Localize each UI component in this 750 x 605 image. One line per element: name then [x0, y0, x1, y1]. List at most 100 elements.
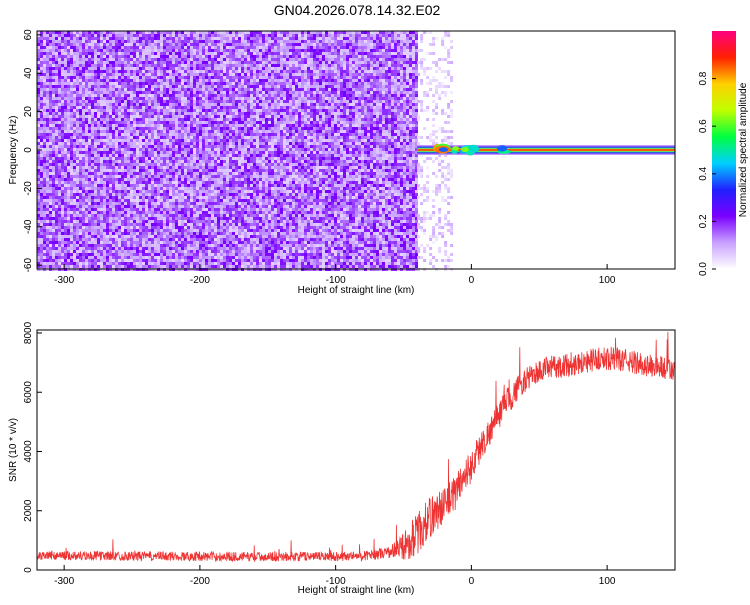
spectrogram-cell [193, 247, 196, 250]
spectrogram-cell [88, 106, 91, 109]
spectrogram-cell [133, 46, 136, 49]
spectrogram-cell [199, 157, 202, 160]
spectrogram-cell [55, 64, 58, 67]
spectrogram-cell [67, 214, 70, 217]
spectrogram-cell [91, 208, 94, 211]
spectrogram-cell [184, 160, 187, 163]
spectrogram-cell [187, 208, 190, 211]
spectrogram-cell [181, 187, 184, 190]
spectrogram-cell [172, 118, 175, 121]
spectrogram-cell [82, 247, 85, 250]
spectrogram-cell [163, 226, 166, 229]
spectrogram-cell [178, 238, 181, 241]
spectrogram-cell [193, 109, 196, 112]
spectrogram-cell [133, 79, 136, 82]
spectrogram-cell [199, 208, 202, 211]
spectrogram-cell [166, 136, 169, 139]
spectrogram-cell [202, 100, 205, 103]
spectrogram-cell [187, 169, 190, 172]
spectrogram-cell [163, 34, 166, 37]
spectrogram-cell [202, 256, 205, 259]
spectrogram-cell [193, 262, 196, 265]
spectrogram-cell [67, 37, 70, 40]
spectrogram-cell [145, 208, 148, 211]
spectrogram-cell [43, 82, 46, 85]
spectrogram-cell [52, 103, 55, 106]
spectrogram-cell [199, 247, 202, 250]
spectrogram-cell [76, 112, 79, 115]
spectrogram-cell [124, 184, 127, 187]
spectrogram-cell [208, 127, 211, 130]
spectrogram-cell [70, 145, 73, 148]
spectrogram-cell [184, 241, 187, 244]
spectrogram-cell [79, 133, 82, 136]
spectrogram-cell [157, 73, 160, 76]
spectrogram-cell [88, 94, 91, 97]
spectrogram-cell [67, 115, 70, 118]
spectrogram-cell [178, 265, 181, 268]
spectrogram-cell [85, 187, 88, 190]
spectrogram-cell [115, 115, 118, 118]
spectrogram-cell [76, 109, 79, 112]
spectrogram-cell [115, 241, 118, 244]
spectrogram-cell [43, 181, 46, 184]
spectrogram-cell [91, 199, 94, 202]
spectrogram-cell [184, 70, 187, 73]
spectrogram-cell [136, 115, 139, 118]
spectrogram-cell [130, 88, 133, 91]
spectrogram-cell [175, 82, 178, 85]
spectrogram-cell [199, 58, 202, 61]
spectrogram-cell [160, 103, 163, 106]
spectrogram-cell [64, 181, 67, 184]
spectrogram-cell [196, 199, 199, 202]
spectrogram-cell [148, 202, 151, 205]
spectrogram-cell [187, 232, 190, 235]
spectrogram-cell [217, 109, 220, 112]
spectrogram-cell [160, 211, 163, 214]
spectrogram-cell [199, 31, 202, 34]
spectrogram-cell [40, 232, 43, 235]
spectrogram-cell [100, 109, 103, 112]
spectrogram-cell [127, 88, 130, 91]
spectrogram-cell [148, 235, 151, 238]
spectrogram-cell [145, 40, 148, 43]
spectrogram-cell [67, 136, 70, 139]
spectrogram-cell [37, 145, 40, 148]
spectrogram-cell [139, 205, 142, 208]
spectrogram-cell [163, 133, 166, 136]
spectrogram-cell [118, 169, 121, 172]
spectrogram-cell [88, 262, 91, 265]
spectrogram-cell [52, 139, 55, 142]
spectrogram-cell [184, 139, 187, 142]
spectrogram-cell [184, 163, 187, 166]
spectrogram-cell [76, 202, 79, 205]
spectrogram-cell [115, 184, 118, 187]
spectrogram-cell [58, 199, 61, 202]
spectrogram-cell [205, 106, 208, 109]
spectrogram-cell [166, 205, 169, 208]
spectrogram-cell [136, 178, 139, 181]
spectrogram-cell [205, 37, 208, 40]
spectrogram-cell [37, 124, 40, 127]
spectrogram-cell [43, 70, 46, 73]
spectrogram-cell [214, 256, 217, 259]
spectrogram-cell [196, 157, 199, 160]
spectrogram-cell [187, 229, 190, 232]
spectrogram-cell [55, 211, 58, 214]
spectrogram-cell [175, 70, 178, 73]
spectrogram-cell [127, 133, 130, 136]
spectrogram-cell [211, 73, 214, 76]
spectrogram-cell [163, 118, 166, 121]
spectrogram-cell [61, 241, 64, 244]
spectrogram-cell [193, 166, 196, 169]
spectrogram-cell [82, 52, 85, 55]
spectrogram-cell [220, 220, 223, 223]
spectrogram-cell [55, 85, 58, 88]
spectrogram-cell [142, 190, 145, 193]
spectrogram-cell [142, 187, 145, 190]
spectrogram-cell [64, 265, 67, 268]
spectrogram-cell [136, 100, 139, 103]
spectrogram-cell [82, 103, 85, 106]
spectrogram-cell [154, 115, 157, 118]
spectrogram-cell [88, 229, 91, 232]
